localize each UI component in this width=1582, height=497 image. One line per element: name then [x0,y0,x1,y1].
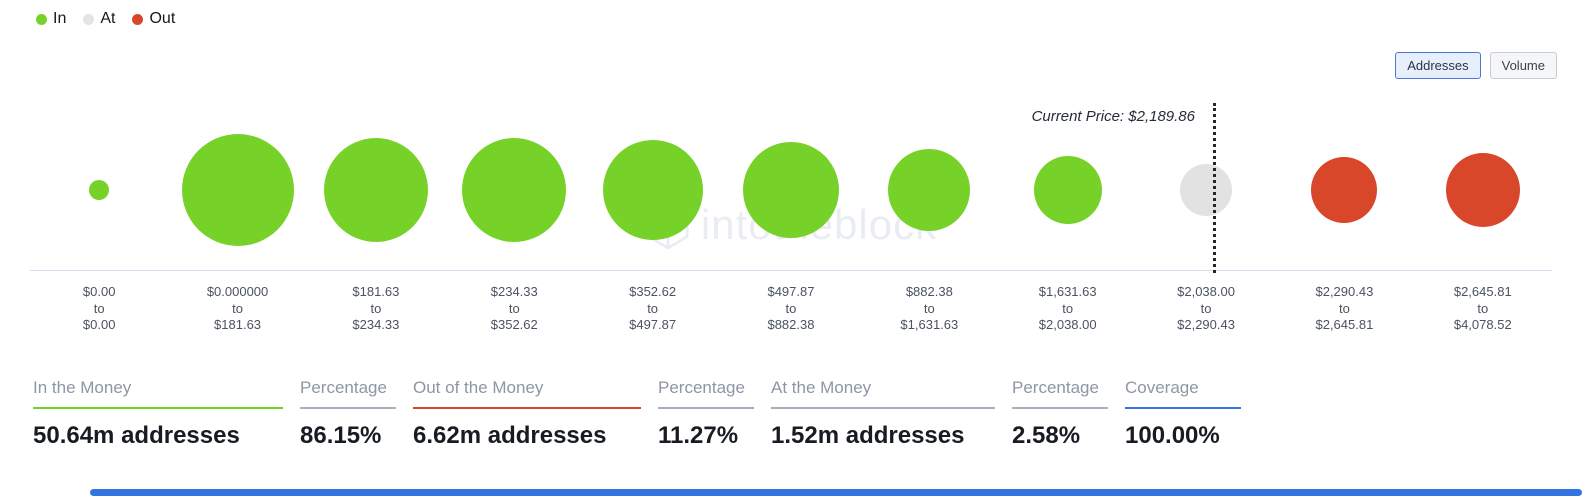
chart-legend: In At Out [36,10,175,28]
metric-toggle-group: Addresses Volume [1395,52,1557,79]
stat-label: Percentage [658,378,754,409]
stat-out-of-the-money: Out of the Money 6.62m addresses [413,378,641,450]
horizontal-scrollbar[interactable] [90,489,1582,496]
legend-dot-at-icon [83,13,95,25]
price-range-label: $2,645.81 to $4,078.52 [1453,284,1512,332]
bubble-in[interactable] [89,180,110,200]
price-range-label: $1,631.63 to $2,038.00 [1038,284,1097,332]
stat-value: 1.52m addresses [771,422,965,449]
bubble-cell [30,110,168,270]
bubble-in[interactable] [742,142,839,238]
legend-item-out[interactable]: Out [132,10,175,28]
legend-item-at[interactable]: At [83,10,115,28]
price-range-label: $497.87 to $882.38 [767,284,815,332]
bubble-in[interactable] [462,138,567,242]
bubble-cell [445,110,583,270]
price-range-label: $0.00 to $0.00 [82,284,116,332]
bubble-in[interactable] [888,149,971,231]
stat-value: 50.64m addresses [33,422,240,449]
price-range-label: $352.62 to $497.87 [629,284,677,332]
bubble-cell [1414,110,1552,270]
legend-label-at: At [100,10,116,27]
bubble-cell [307,110,445,270]
legend-item-in[interactable]: In [36,10,66,28]
stat-value: 86.15% [300,422,382,449]
stat-value: 100.00% [1125,422,1220,449]
legend-label-out: Out [149,10,176,27]
bubble-out[interactable] [1445,153,1520,227]
bubble-cell [583,110,721,270]
x-axis-line [30,270,1552,271]
stat-label: Percentage [1012,378,1108,409]
bubble-cell [1137,110,1275,270]
stat-label: Percentage [300,378,396,409]
legend-label-in: In [53,10,67,27]
stat-value: 11.27% [658,422,739,449]
price-range-label: $2,290.43 to $2,645.81 [1315,284,1374,332]
legend-dot-out-icon [132,13,144,25]
stat-in-the-money: In the Money 50.64m addresses [33,378,283,450]
stat-at-the-money: At the Money 1.52m addresses [771,378,995,450]
stat-coverage: Coverage 100.00% [1125,378,1241,450]
stat-label: Coverage [1125,378,1241,409]
summary-stats: In the Money 50.64m addresses Percentage 86… [33,378,1241,450]
current-price-line [1213,103,1216,273]
price-range-label: $234.33 to $352.62 [490,284,538,332]
bubble-row [30,110,1552,270]
axis-label-row: $0.00 to $0.00 $0.000000 to $181.63 $181.63 to $… [30,271,1552,334]
price-range-label: $181.63 to $234.33 [352,284,400,332]
bubble-in[interactable] [602,140,703,240]
stat-percentage: Percentage 11.27% [658,378,754,450]
stat-label: In the Money [33,378,283,409]
addresses-toggle-button[interactable]: Addresses [1395,52,1481,79]
volume-toggle-button[interactable]: Volume [1489,52,1557,79]
price-range-label: $882.38 to $1,631.63 [900,284,959,332]
current-price-label: Current Price: $2,189.86 [1031,108,1195,125]
stat-value: 2.58% [1012,422,1081,449]
bubble-in[interactable] [323,138,428,242]
bubble-in[interactable] [181,134,294,246]
bubble-out[interactable] [1311,157,1378,223]
bubble-cell [722,110,860,270]
price-range-label: $2,038.00 to $2,290.43 [1177,284,1235,332]
price-range-label: $0.000000 to $181.63 [206,284,269,332]
stat-label: At the Money [771,378,995,409]
stat-value: 6.62m addresses [413,422,607,449]
bubble-cell [999,110,1137,270]
bubble-chart: $0.00 to $0.00 $0.000000 to $181.63 $181.63 to $… [30,110,1552,334]
bubble-cell [1275,110,1413,270]
stat-percentage: Percentage 2.58% [1012,378,1108,450]
stat-percentage: Percentage 86.15% [300,378,396,450]
bubble-at[interactable] [1180,164,1233,216]
legend-dot-in-icon [36,13,47,25]
bubble-cell [168,110,306,270]
bubble-in[interactable] [1033,156,1102,224]
stat-label: Out of the Money [413,378,641,409]
bubble-cell [860,110,998,270]
